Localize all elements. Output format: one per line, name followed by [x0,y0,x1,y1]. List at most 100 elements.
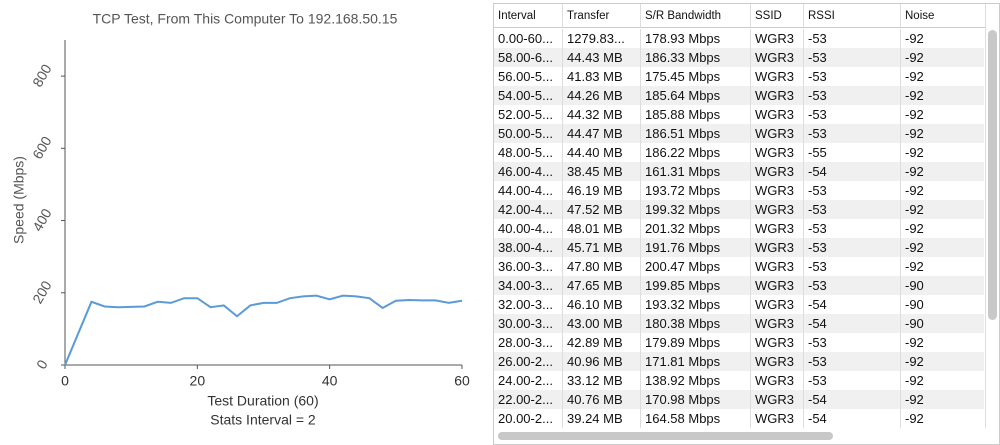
table-cell: 185.64 Mbps [641,86,751,105]
chart-title: TCP Test, From This Computer To 192.168.… [93,11,398,27]
table-cell: 186.51 Mbps [641,124,751,143]
table-cell: 24.00-2... [494,371,563,390]
table-cell: WGR3 [751,409,804,428]
table-cell: 191.76 Mbps [641,238,751,257]
table-cell: -92 [901,181,986,200]
table-cell: -92 [901,29,986,48]
table-cell[interactable]: Interval [494,4,563,28]
table-cell: 41.83 MB [563,67,641,86]
table-row[interactable]: 54.00-5... 44.26 MB 185.64 Mbps WGR3 -53 -92 [494,86,986,105]
table-row[interactable]: 42.00-4... 47.52 MB 199.32 Mbps WGR3 -53 -92 [494,200,986,219]
table-row[interactable]: 32.00-3... 46.10 MB 193.32 Mbps WGR3 -54 -90 [494,295,986,314]
table-cell: 170.98 Mbps [641,390,751,409]
table-row[interactable]: 40.00-4... 48.01 MB 201.32 Mbps WGR3 -53 -92 [494,219,986,238]
table-row[interactable]: 28.00-3... 42.89 MB 179.89 Mbps WGR3 -53 -92 [494,333,986,352]
table-cell: WGR3 [751,295,804,314]
table-row[interactable]: 30.00-3... 43.00 MB 180.38 Mbps WGR3 -54 -90 [494,314,986,333]
table-cell: -92 [901,200,986,219]
table-cell: 0.00-60... [494,29,563,48]
table-cell: 46.00-4... [494,162,563,181]
x-tick-label: 40 [322,373,338,389]
table-cell: -53 [804,29,901,48]
table-row[interactable]: 48.00-5... 44.40 MB 186.22 Mbps WGR3 -55 -92 [494,143,986,162]
table-cell: 161.31 Mbps [641,162,751,181]
table-row[interactable]: 56.00-5... 41.83 MB 175.45 Mbps WGR3 -53 -92 [494,67,986,86]
subtitle: Stats Interval = 2 [210,412,316,428]
table-cell: -53 [804,48,901,67]
table-cell: 38.00-4... [494,238,563,257]
line-series [64,294,463,366]
table-cell: -54 [804,409,901,428]
results-table[interactable]: Interval Transfer S/R Bandwidth SSID RSSI Noi… [493,3,1000,445]
table-row[interactable]: 34.00-3... 47.65 MB 199.85 Mbps WGR3 -53 -90 [494,276,986,295]
table-cell[interactable]: SSID [751,4,804,28]
table-cell: -92 [901,352,986,371]
table-cell: 1279.83... [563,29,641,48]
table-row[interactable]: 58.00-6... 44.43 MB 186.33 Mbps WGR3 -53 -92 [494,48,986,67]
table-header: Interval Transfer S/R Bandwidth SSID RSSI Noi… [494,4,986,28]
table-cell: -92 [901,238,986,257]
table-cell: -53 [804,105,901,124]
table-cell: 45.71 MB [563,238,641,257]
table-row[interactable]: 24.00-2... 33.12 MB 138.92 Mbps WGR3 -53 -92 [494,371,986,390]
y-tick-label: 600 [29,133,55,161]
table-row[interactable]: 36.00-3... 47.80 MB 200.47 Mbps WGR3 -53 -92 [494,257,986,276]
horizontal-scrollbar[interactable] [498,432,833,440]
y-tick-label: 800 [29,61,55,89]
table-cell: 46.19 MB [563,181,641,200]
y-tick-label: 0 [33,357,51,372]
table-cell[interactable]: S/R Bandwidth [641,4,751,28]
table-cell: 175.45 Mbps [641,67,751,86]
table-cell: -53 [804,276,901,295]
table-row[interactable]: 38.00-4... 45.71 MB 191.76 Mbps WGR3 -53 -92 [494,238,986,257]
table-row[interactable]: 0.00-60... 1279.83... 178.93 Mbps WGR3 -53 -9… [494,29,986,48]
table-cell: -54 [804,295,901,314]
table-cell: -53 [804,200,901,219]
table-cell: 28.00-3... [494,333,563,352]
table-cell: 47.80 MB [563,257,641,276]
table-row[interactable]: 20.00-2... 39.24 MB 164.58 Mbps WGR3 -54 -92 [494,409,986,428]
table-cell: 185.88 Mbps [641,105,751,124]
table-row[interactable]: 50.00-5... 44.47 MB 186.51 Mbps WGR3 -53 -92 [494,124,986,143]
table-cell: -92 [901,124,986,143]
table-cell: -92 [901,409,986,428]
table-cell: -90 [901,314,986,333]
table-cell: 30.00-3... [494,314,563,333]
table-cell: WGR3 [751,200,804,219]
table-cell: 44.00-4... [494,181,563,200]
table-cell: WGR3 [751,67,804,86]
table-cell[interactable]: RSSI [804,4,901,28]
y-tick-label: 200 [29,278,55,306]
table-cell: WGR3 [751,257,804,276]
table-cell: 40.96 MB [563,352,641,371]
table-cell: 46.10 MB [563,295,641,314]
table-cell: 48.01 MB [563,219,641,238]
table-cell: WGR3 [751,181,804,200]
table-cell: -53 [804,371,901,390]
table-cell: -54 [804,162,901,181]
table-cell: -53 [804,352,901,371]
table-cell: 180.38 Mbps [641,314,751,333]
table-row[interactable]: 52.00-5... 44.32 MB 185.88 Mbps WGR3 -53 -92 [494,105,986,124]
table-cell: WGR3 [751,371,804,390]
table-cell[interactable]: Noise [901,4,986,28]
table-row[interactable]: 26.00-2... 40.96 MB 171.81 Mbps WGR3 -53 -92 [494,352,986,371]
y-axis-label: Speed (Mbps) [11,156,27,244]
table-cell: 44.32 MB [563,105,641,124]
table-cell[interactable]: Transfer [563,4,641,28]
x-axis-label: Test Duration (60) [207,393,318,409]
table-cell: WGR3 [751,48,804,67]
table-cell: 44.47 MB [563,124,641,143]
table-row[interactable]: 44.00-4... 46.19 MB 193.72 Mbps WGR3 -53 -92 [494,181,986,200]
table-cell: WGR3 [751,29,804,48]
table-cell: -54 [804,314,901,333]
table-cell: WGR3 [751,238,804,257]
table-cell: 40.00-4... [494,219,563,238]
table-row[interactable]: 46.00-4... 38.45 MB 161.31 Mbps WGR3 -54 -92 [494,162,986,181]
table-cell: 42.00-4... [494,200,563,219]
table-row[interactable]: 22.00-2... 40.76 MB 170.98 Mbps WGR3 -54 -92 [494,390,986,409]
table-cell: WGR3 [751,276,804,295]
table-cell: 52.00-5... [494,105,563,124]
vertical-scrollbar[interactable] [988,30,997,320]
table-cell: -54 [804,390,901,409]
